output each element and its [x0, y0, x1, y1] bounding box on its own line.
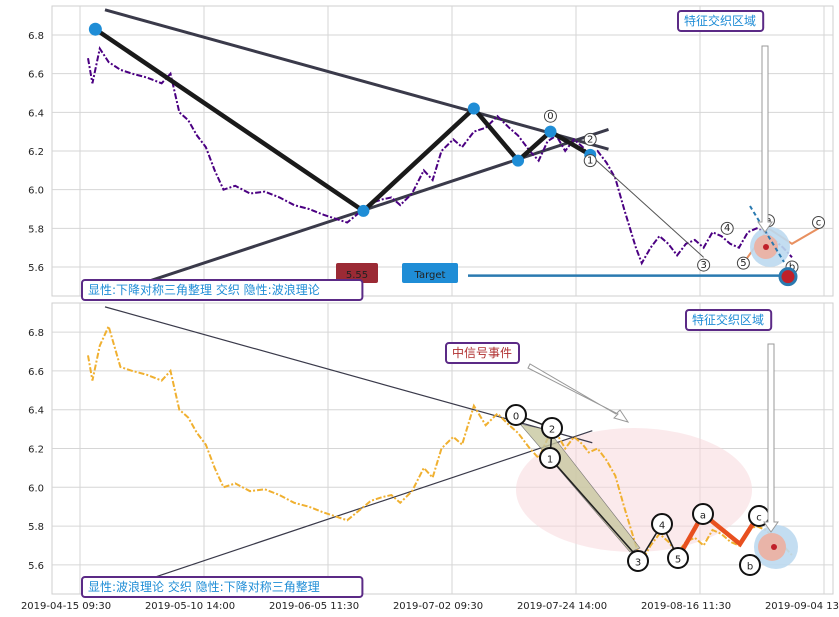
y-tick-label: 6.0 [28, 483, 44, 494]
target-tag-text: Target [414, 270, 446, 281]
y-tick-label: 6.8 [28, 328, 44, 339]
zigzag-node [88, 22, 102, 36]
wave-thick-path [676, 510, 760, 560]
wave-label-c-text: c [816, 217, 822, 228]
target-zone-dot [771, 544, 777, 550]
wave-label-4-circle [720, 221, 734, 235]
y-tick-label: 6.4 [28, 108, 44, 119]
wave-label-1-circle [539, 447, 561, 469]
target-point [778, 267, 798, 287]
triangle-lower-line [144, 127, 609, 284]
target-zone-dot [763, 244, 769, 250]
y-tick-label: 5.8 [28, 522, 44, 533]
zigzag-node [467, 102, 480, 115]
wave-label-0-circle [543, 109, 557, 123]
wave-label-c-circle [812, 216, 826, 230]
wave-label-1-text: 1 [587, 156, 593, 167]
wave-label-b-circle [739, 554, 761, 576]
region-pointer-arrow [757, 45, 773, 233]
y-tick-label: 5.6 [28, 561, 44, 572]
wave-label-0-circle [505, 404, 527, 426]
legend-label-text: 显性:波浪理论 交织 隐性:下降对称三角整理 [88, 579, 320, 594]
region-label-text: 特征交织区域 [684, 13, 756, 28]
highlight-region [516, 428, 752, 552]
y-tick-label: 6.6 [28, 367, 44, 378]
x-tick-label: 2019-07-24 14:00 [517, 601, 607, 612]
x-tick-label: 2019-04-15 09:30 [21, 601, 111, 612]
price-series-line [87, 323, 793, 564]
target-tag: Target [402, 263, 458, 283]
wave-label-b-text: b [747, 561, 753, 572]
wave-label-4-text: 4 [724, 223, 730, 234]
signal-label-text: 中信号事件 [452, 345, 512, 360]
wave-label-5-circle [667, 547, 689, 569]
wave-label-4-text: 4 [659, 520, 665, 531]
legend-label-box [81, 279, 364, 301]
wave-label-2-text: 2 [587, 134, 593, 145]
y-tick-label: 6.8 [28, 31, 44, 42]
region-label: 特征交织区域 [677, 10, 765, 32]
wave-label-3-text: 3 [635, 557, 641, 568]
y-tick-label: 5.8 [28, 224, 44, 235]
x-tick-label: 2019-05-10 14:00 [145, 601, 235, 612]
x-axis: 2019-04-15 09:30 2019-05-10 14:00 2019-06-… [21, 601, 839, 612]
region-label-text: 特征交织区域 [692, 312, 764, 327]
wave-label-3-circle [697, 258, 711, 272]
y-tick-label: 6.2 [28, 445, 44, 456]
top-panel: 6.86.66.46.26.05.85.6012345abc5.55Target… [28, 5, 834, 301]
region-label-box [677, 10, 765, 32]
zigzag-node [544, 125, 557, 138]
signal-pointer-arrow [527, 363, 630, 423]
wave-label-a-text: a [700, 510, 706, 521]
y-tick-label: 6.6 [28, 70, 44, 81]
target-tag-box [402, 263, 458, 283]
region-label-box [685, 309, 773, 331]
wave-label-1-text: 1 [547, 454, 553, 465]
wave-label-c-text: c [756, 512, 762, 523]
y-tick-label: 6.2 [28, 147, 44, 158]
signal-label-box [445, 342, 520, 364]
projection-arrow [589, 154, 704, 258]
wave-label-0-text: 0 [513, 411, 519, 422]
wave-label-0-text: 0 [547, 111, 553, 122]
target-dash-line [749, 205, 785, 263]
legend-label-box [81, 576, 364, 598]
legend-label-text: 显性:下降对称三角整理 交织 隐性:波浪理论 [88, 282, 320, 297]
wave-label-2-circle [541, 417, 563, 439]
price-tag-text: 5.55 [346, 270, 368, 281]
legend-label: 显性:下降对称三角整理 交织 隐性:波浪理论 [81, 279, 364, 301]
wave-label-3-text: 3 [700, 260, 706, 271]
triangle-upper-line [104, 8, 609, 151]
wave-label-b-text: b [789, 262, 795, 273]
price-tag-box [336, 263, 378, 283]
signal-label: 中信号事件 [445, 342, 520, 364]
zigzag-line [94, 27, 592, 214]
wave-label-3-circle [627, 550, 649, 572]
x-tick-label: 2019-08-16 11:30 [641, 601, 731, 612]
wave-label-5-circle [736, 256, 750, 270]
x-tick-label: 2019-09-04 13:00 [765, 601, 839, 612]
wave-label-a-circle [692, 503, 714, 525]
wave-label-1-circle [583, 154, 597, 168]
x-tick-label: 2019-06-05 11:30 [269, 601, 359, 612]
bottom-panel: 6.8 6.6 6.4 6.2 6.0 5.8 5.6 0 1 2 3 4 5 a b c 中信号事件 特征交织区… [28, 302, 834, 598]
y-tick-label: 6.4 [28, 406, 44, 417]
price-tag: 5.55 [336, 263, 378, 283]
legend-label: 显性:波浪理论 交织 隐性:下降对称三角整理 [81, 576, 364, 598]
x-tick-label: 2019-07-02 09:30 [393, 601, 483, 612]
y-tick-label: 6.0 [28, 186, 44, 197]
y-tick-label: 5.6 [28, 263, 44, 274]
region-label: 特征交织区域 [685, 309, 773, 331]
wave-label-5-text: 5 [675, 554, 681, 565]
wave-label-4-circle [651, 513, 673, 535]
wave-label-2-circle [583, 132, 597, 146]
region-pointer-arrow [763, 343, 779, 533]
wave-label-5-text: 5 [740, 258, 746, 269]
triangle-lower-line [144, 430, 593, 581]
zigzag-node [512, 154, 525, 167]
wave-label-2-text: 2 [549, 424, 555, 435]
zigzag-node [357, 204, 370, 217]
